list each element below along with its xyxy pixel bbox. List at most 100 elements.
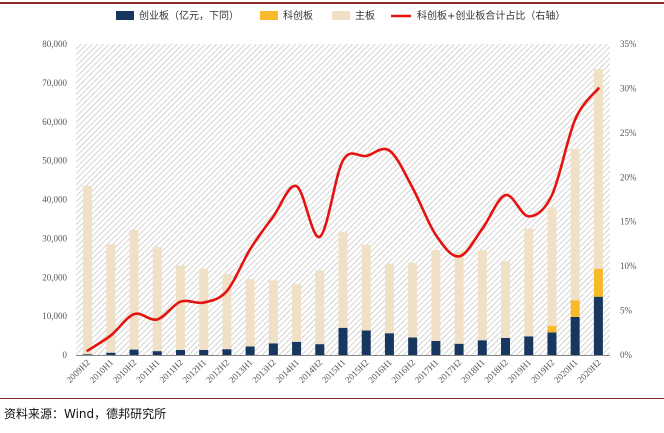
legend-label-main: 主板: [355, 9, 375, 22]
y-left-tick: 80,000: [42, 39, 67, 49]
bar-main-2012H2: [222, 274, 232, 350]
bar-main-2020H1: [570, 148, 580, 301]
x-tick: 2010H1: [88, 357, 116, 385]
bar-main-2009H2: [83, 185, 93, 355]
legend-swatch-main: [332, 11, 350, 20]
x-tick: 2017H2: [436, 357, 464, 385]
y-right-tick: 0%: [620, 350, 633, 360]
bar-gem-2019H2: [547, 332, 557, 355]
bar-gem-2018H1: [477, 340, 487, 355]
y-left-tick: 30,000: [42, 233, 67, 243]
legend-label-gem: 创业板（亿元，下同）: [139, 9, 239, 22]
x-tick: 2012H1: [181, 357, 209, 385]
y-left-tick: 70,000: [42, 78, 67, 88]
top-rule: [0, 2, 664, 4]
bar-gem-2009H2: [83, 354, 93, 355]
bar-gem-2013H2: [268, 343, 278, 355]
y-left-tick: 0: [63, 350, 68, 360]
bar-main-2015H1: [338, 231, 348, 328]
bar-main-2018H1: [477, 250, 487, 341]
y-axis-left: 0 10,000 20,000 30,000 40,000 50,000 60,000 70,…: [42, 39, 67, 360]
bar-gem-2016H1: [384, 333, 394, 355]
bars: [83, 69, 603, 355]
bar-main-2018H2: [501, 260, 511, 338]
x-tick: 2014H2: [297, 357, 325, 385]
y-left-tick: 10,000: [42, 311, 67, 321]
bar-gem-2012H1: [199, 349, 209, 355]
x-tick: 2016H2: [390, 357, 418, 385]
bar-main-2014H1: [292, 284, 302, 342]
bar-main-2019H1: [524, 228, 534, 337]
x-tick: 2012H2: [204, 357, 232, 385]
y-axis-right: 0% 5% 10% 15% 20% 25% 30% 35%: [620, 39, 637, 360]
y-left-tick: 50,000: [42, 156, 67, 166]
bar-star-2020H2: [593, 268, 603, 297]
y-left-tick: 60,000: [42, 117, 67, 127]
x-tick: 2014H1: [273, 357, 301, 385]
x-tick: 2013H1: [227, 357, 255, 385]
source-note: 资料来源：Wind，德邦研究所: [4, 407, 167, 421]
x-tick: 2009H2: [64, 357, 92, 385]
bar-gem-2011H2: [175, 349, 185, 355]
x-tick: 2019H2: [529, 357, 557, 385]
legend-swatch-star: [260, 11, 278, 20]
bar-gem-2017H1: [431, 341, 441, 355]
y-right-tick: 25%: [620, 128, 637, 138]
bar-gem-2018H2: [501, 337, 511, 355]
x-tick: 2011H1: [134, 357, 161, 384]
x-tick: 2020H1: [552, 357, 580, 385]
y-right-tick: 20%: [620, 172, 637, 182]
ratio-line: [86, 87, 600, 352]
bar-gem-2011H1: [152, 351, 162, 355]
bar-main-2012H1: [199, 268, 209, 350]
x-axis-labels: 2009H22010H12010H22011H12011H22012H12012…: [64, 357, 602, 385]
bar-main-2017H1: [431, 250, 441, 342]
bar-gem-2020H1: [570, 316, 580, 355]
y-right-tick: 10%: [620, 261, 637, 271]
bar-main-2017H2: [454, 251, 464, 344]
bar-gem-2015H1: [338, 327, 348, 355]
x-tick: 2011H2: [158, 357, 185, 384]
bar-main-2011H2: [175, 265, 185, 350]
bar-gem-2019H1: [524, 336, 534, 355]
bar-gem-2012H2: [222, 349, 232, 355]
bar-main-2011H1: [152, 246, 162, 352]
bar-gem-2016H2: [408, 337, 418, 355]
bar-star-2020H1: [570, 300, 580, 317]
y-left-tick: 20,000: [42, 272, 67, 282]
y-left-tick: 40,000: [42, 195, 67, 205]
bar-main-2010H1: [106, 244, 116, 353]
x-tick: 2018H1: [459, 357, 487, 385]
bar-main-2010H2: [129, 229, 139, 350]
bar-main-2020H2: [593, 69, 603, 269]
legend-swatch-gem: [116, 11, 134, 20]
y-right-tick: 15%: [620, 217, 637, 227]
x-tick: 2010H2: [111, 357, 139, 385]
bar-main-2015H2: [361, 244, 371, 331]
bar-main-2014H2: [315, 270, 325, 345]
bar-gem-2010H1: [106, 352, 116, 355]
x-tick: 2020H2: [575, 357, 603, 385]
bar-gem-2014H1: [292, 341, 302, 355]
bar-gem-2020H2: [593, 296, 603, 355]
bottom-rule: [0, 398, 664, 399]
x-tick: 2019H1: [506, 357, 534, 385]
bar-gem-2015H2: [361, 330, 371, 355]
legend-label-star: 科创板: [283, 9, 313, 22]
y-right-tick: 35%: [620, 39, 637, 49]
bar-main-2016H1: [384, 263, 394, 334]
bar-gem-2014H2: [315, 344, 325, 355]
bar-main-2019H2: [547, 207, 557, 326]
legend-label-ratio: 科创板+创业板合计占比（右轴）: [417, 9, 565, 22]
x-tick: 2018H2: [482, 357, 510, 385]
x-tick: 2015H1: [320, 357, 348, 385]
bar-star-2019H2: [547, 325, 557, 333]
bar-gem-2017H2: [454, 343, 464, 355]
x-tick: 2017H1: [413, 357, 441, 385]
legend: 创业板（亿元，下同） 科创板 主板 科创板+创业板合计占比（右轴）: [116, 9, 565, 22]
x-tick: 2015H2: [343, 357, 371, 385]
bar-main-2016H2: [408, 262, 418, 338]
chart: 创业板（亿元，下同） 科创板 主板 科创板+创业板合计占比（右轴） 0 10,00…: [42, 9, 637, 385]
y-right-tick: 5%: [620, 306, 633, 316]
x-tick: 2013H2: [250, 357, 278, 385]
